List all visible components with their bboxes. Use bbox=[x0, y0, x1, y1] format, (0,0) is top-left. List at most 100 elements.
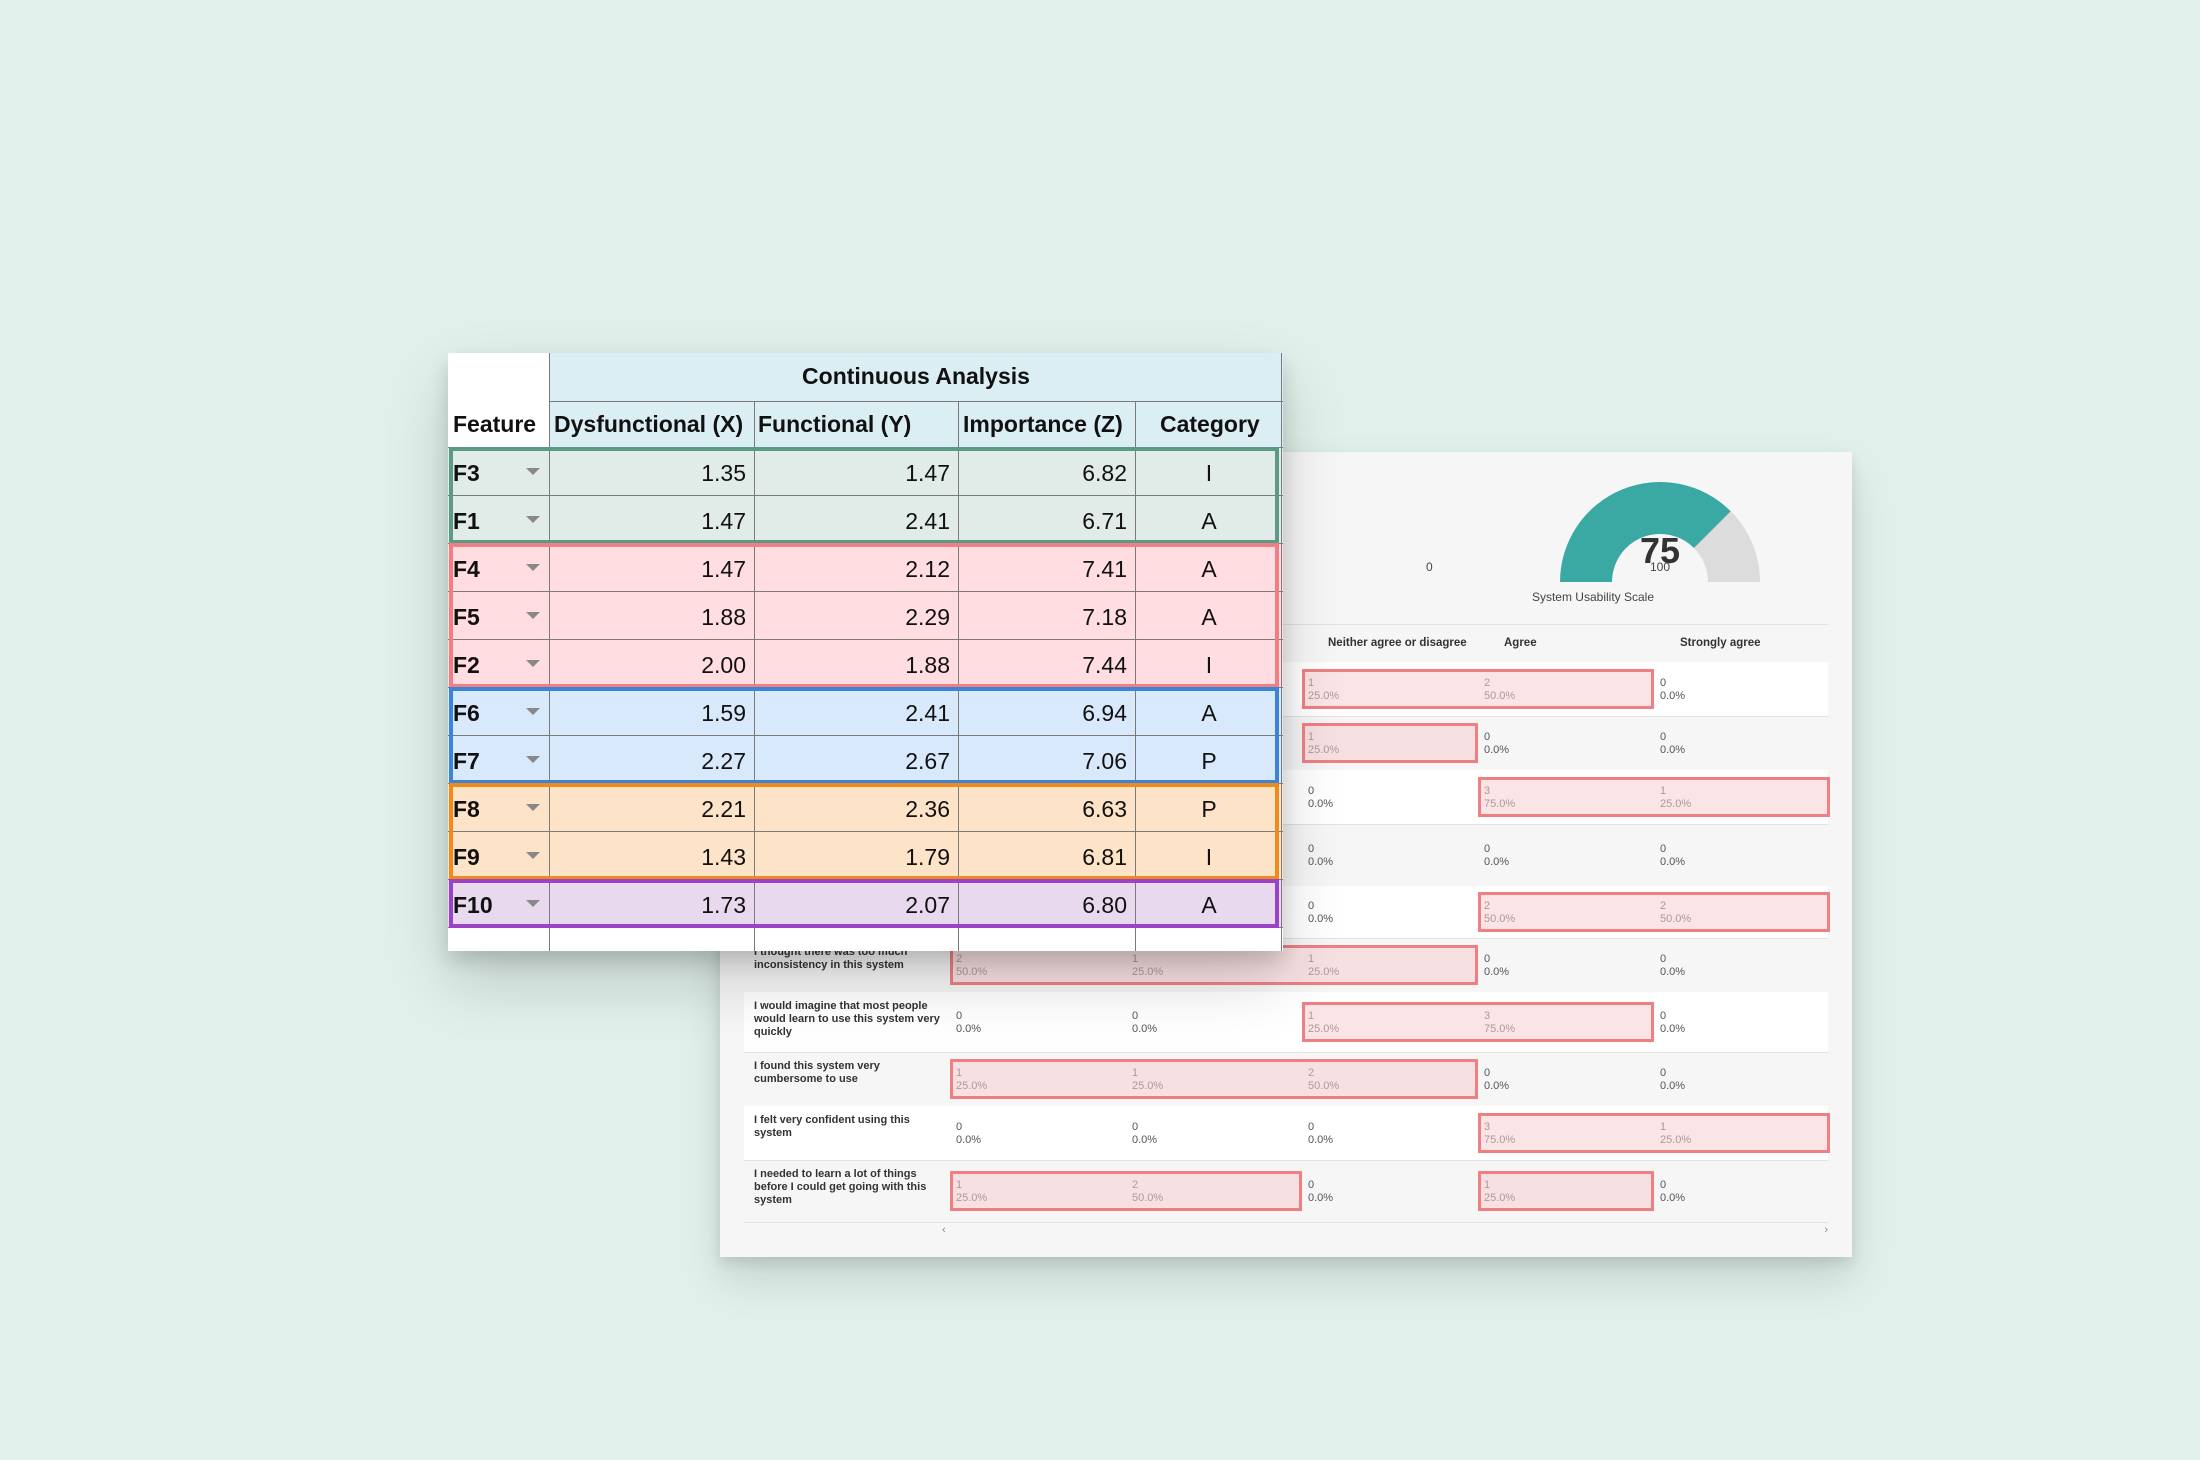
col-header-dysfunctional: Dysfunctional (X) bbox=[554, 411, 744, 437]
header-band bbox=[549, 353, 1283, 401]
value-y: 1.47 bbox=[905, 460, 950, 486]
value-z: 6.82 bbox=[1082, 460, 1127, 486]
category-value: A bbox=[1201, 604, 1217, 630]
sus-response-cell: 0 0.0% bbox=[1660, 1179, 1686, 1204]
feature-row[interactable]: F1 1.47 2.41 6.71 A bbox=[448, 496, 1283, 544]
group-outline bbox=[449, 879, 1279, 928]
feature-row[interactable]: F10 1.73 2.07 6.80 A bbox=[448, 880, 1283, 928]
value-y: 1.88 bbox=[905, 652, 950, 678]
gauge-fill bbox=[1560, 482, 1731, 582]
feature-name: F1 bbox=[453, 508, 480, 534]
value-x: 1.35 bbox=[701, 460, 746, 486]
category-value: A bbox=[1201, 556, 1217, 582]
sus-response-cell: 0 0.0% bbox=[1308, 843, 1334, 868]
gauge-min-label: 0 bbox=[1426, 560, 1433, 574]
value-x: 2.27 bbox=[701, 748, 746, 774]
value-z: 7.44 bbox=[1082, 652, 1127, 678]
scroll-left-arrow-icon[interactable]: ‹ bbox=[942, 1224, 946, 1236]
highlight-box bbox=[950, 1059, 1478, 1099]
value-y: 2.41 bbox=[905, 508, 950, 534]
category-value: I bbox=[1205, 652, 1213, 678]
sus-response-cell: 0 0.0% bbox=[956, 1010, 982, 1035]
sus-response-cell: 0 0.0% bbox=[1660, 953, 1686, 978]
value-z: 6.81 bbox=[1082, 844, 1127, 870]
value-y: 2.29 bbox=[905, 604, 950, 630]
value-z: 7.18 bbox=[1082, 604, 1127, 630]
sus-response-cell: 0 0.0% bbox=[1660, 1067, 1686, 1092]
value-y: 2.36 bbox=[905, 796, 950, 822]
highlight-box bbox=[950, 1171, 1302, 1211]
highlight-box bbox=[1478, 892, 1830, 932]
gauge-caption: System Usability Scale bbox=[1531, 590, 1655, 604]
filter-dropdown-icon[interactable] bbox=[526, 612, 540, 619]
value-z: 6.80 bbox=[1082, 892, 1127, 918]
filter-dropdown-icon[interactable] bbox=[526, 804, 540, 811]
column-header-band bbox=[448, 401, 1283, 447]
sus-response-cell: 0 0.0% bbox=[956, 1121, 982, 1146]
feature-row[interactable]: F9 1.43 1.79 6.81 I bbox=[448, 832, 1283, 880]
sus-response-cell: 0 0.0% bbox=[1132, 1010, 1158, 1035]
highlight-box bbox=[1302, 1002, 1654, 1042]
value-y: 1.79 bbox=[905, 844, 950, 870]
sus-response-cell: 0 0.0% bbox=[1660, 731, 1686, 756]
highlight-box bbox=[950, 945, 1478, 985]
value-z: 6.71 bbox=[1082, 508, 1127, 534]
scroll-right-arrow-icon[interactable]: › bbox=[1824, 1224, 1828, 1236]
feature-row[interactable]: F8 2.21 2.36 6.63 P bbox=[448, 784, 1283, 832]
sus-statement: I would imagine that most people would l… bbox=[754, 1000, 940, 1038]
category-value: A bbox=[1201, 508, 1217, 534]
value-z: 7.41 bbox=[1082, 556, 1127, 582]
feature-row[interactable]: F7 2.27 2.67 7.06 P bbox=[448, 736, 1283, 784]
header-agree: Agree bbox=[1504, 637, 1537, 649]
gauge-max-label: 100 bbox=[1650, 560, 1671, 574]
sus-report-panel: 75 0 100 System Usability Scale Neither … bbox=[720, 452, 1852, 1257]
sus-score: 75 bbox=[1639, 530, 1681, 571]
header-neither: Neither agree or disagree bbox=[1328, 637, 1467, 649]
col-header-category: Category bbox=[1160, 411, 1260, 437]
category-value: A bbox=[1201, 700, 1217, 726]
category-value: P bbox=[1201, 748, 1217, 774]
sus-table-row: I would imagine that most people would l… bbox=[744, 992, 1828, 1053]
category-value: I bbox=[1205, 460, 1213, 486]
sus-gauge-graphic bbox=[1560, 482, 1760, 582]
filter-dropdown-icon[interactable] bbox=[526, 468, 540, 475]
value-x: 1.88 bbox=[701, 604, 746, 630]
feature-row[interactable]: F4 1.47 2.12 7.41 A bbox=[448, 544, 1283, 592]
sus-response-cell: 0 0.0% bbox=[1660, 843, 1686, 868]
sus-response-cell: 0 0.0% bbox=[1308, 900, 1334, 925]
value-z: 7.06 bbox=[1082, 748, 1127, 774]
feature-name: F2 bbox=[453, 652, 480, 678]
feature-name: F10 bbox=[453, 892, 493, 918]
filter-dropdown-icon[interactable] bbox=[526, 564, 540, 571]
filter-dropdown-icon[interactable] bbox=[526, 516, 540, 523]
filter-dropdown-icon[interactable] bbox=[526, 852, 540, 859]
feature-name: F8 bbox=[453, 796, 480, 822]
horizontal-scrollbar[interactable]: ‹ › bbox=[942, 1224, 1828, 1240]
highlight-box bbox=[1302, 723, 1478, 763]
feature-row[interactable]: F2 2.00 1.88 7.44 I bbox=[448, 640, 1283, 688]
value-z: 6.94 bbox=[1082, 700, 1127, 726]
col-header-feature: Feature bbox=[453, 411, 537, 437]
sus-response-cell: 0 0.0% bbox=[1132, 1121, 1158, 1146]
filter-dropdown-icon[interactable] bbox=[526, 900, 540, 907]
value-y: 2.07 bbox=[905, 892, 950, 918]
feature-row[interactable]: F6 1.59 2.41 6.94 A bbox=[448, 688, 1283, 736]
sheet-title: Continuous Analysis bbox=[802, 363, 1030, 389]
filter-dropdown-icon[interactable] bbox=[526, 708, 540, 715]
filter-dropdown-icon[interactable] bbox=[526, 660, 540, 667]
feature-row[interactable]: F5 1.88 2.29 7.18 A bbox=[448, 592, 1283, 640]
group-outline bbox=[449, 543, 1279, 688]
sus-response-cell: 0 0.0% bbox=[1308, 1179, 1334, 1204]
filter-dropdown-icon[interactable] bbox=[526, 756, 540, 763]
col-header-functional: Functional (Y) bbox=[758, 411, 912, 437]
highlight-box bbox=[1478, 1113, 1830, 1153]
value-x: 2.21 bbox=[701, 796, 746, 822]
feature-name: F5 bbox=[453, 604, 480, 630]
value-x: 1.43 bbox=[701, 844, 746, 870]
feature-row[interactable]: F3 1.35 1.47 6.82 I bbox=[448, 448, 1283, 496]
gauge-track bbox=[1693, 511, 1760, 582]
value-y: 2.12 bbox=[905, 556, 950, 582]
sus-response-cell: 0 0.0% bbox=[1308, 785, 1334, 810]
value-x: 1.47 bbox=[701, 556, 746, 582]
category-value: A bbox=[1201, 892, 1217, 918]
